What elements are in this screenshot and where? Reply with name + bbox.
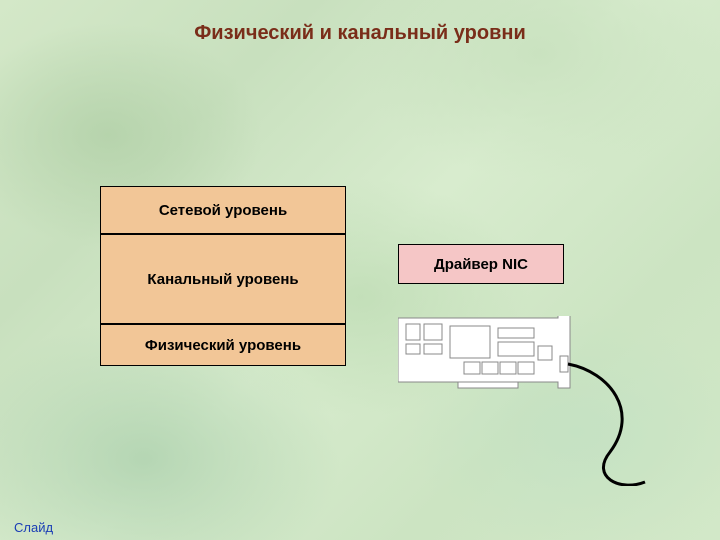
layer-box-0: Сетевой уровень xyxy=(100,186,346,234)
driver-label: Драйвер NIC xyxy=(434,256,528,273)
layer-label: Канальный уровень xyxy=(147,271,298,288)
layer-box-1: Канальный уровень xyxy=(100,234,346,324)
page-title: Физический и канальный уровни xyxy=(0,22,720,45)
driver-box: Драйвер NIC xyxy=(398,244,564,284)
layer-label: Физический уровень xyxy=(145,337,301,354)
layer-label: Сетевой уровень xyxy=(159,202,287,219)
layer-box-2: Физический уровень xyxy=(100,324,346,366)
nic-card-diagram xyxy=(398,316,658,486)
slide-number-label: Слайд xyxy=(14,520,53,535)
